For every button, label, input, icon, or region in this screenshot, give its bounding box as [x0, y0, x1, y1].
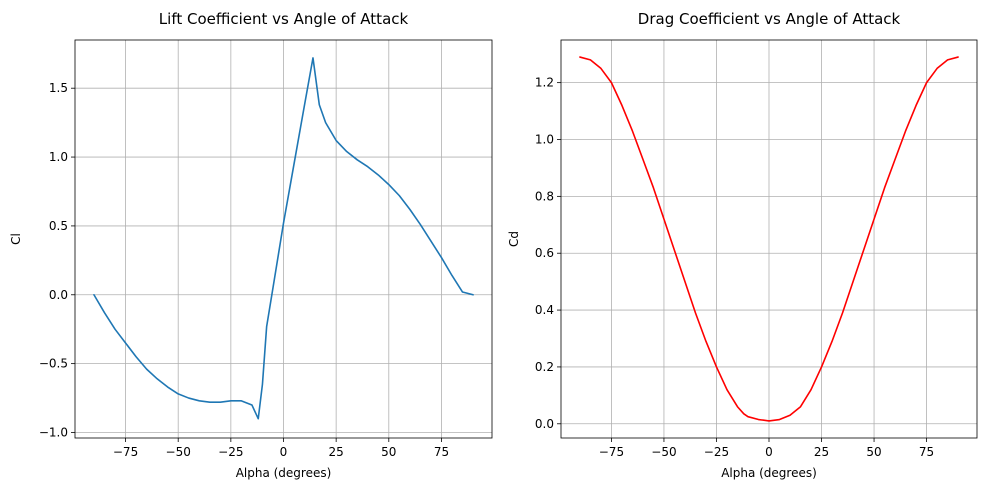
lift-chart-title: Lift Coefficient vs Angle of Attack — [159, 10, 409, 28]
lift-x-axis-label: Alpha (degrees) — [236, 466, 332, 480]
drag-chart: Drag Coefficient vs Angle of Attack −75−… — [507, 10, 978, 480]
drag-y-tick-label: 0.8 — [535, 189, 554, 203]
drag-series — [579, 56, 959, 422]
lift-y-ticks: −1.0 −0.5 0.0 0.5 1.0 1.5 — [39, 81, 75, 439]
drag-y-tick-label: 0.0 — [535, 417, 554, 431]
lift-x-tick-label: −50 — [166, 445, 191, 459]
drag-y-tick-label: 1.0 — [535, 133, 554, 147]
drag-x-tick-label: 0 — [765, 445, 773, 459]
lift-y-axis-label: Cl — [9, 233, 23, 245]
lift-x-tick-label: −75 — [113, 445, 138, 459]
lift-gridlines — [75, 40, 492, 438]
drag-x-tick-label: −25 — [704, 445, 729, 459]
drag-x-axis-label: Alpha (degrees) — [721, 466, 817, 480]
drag-x-tick-label: 75 — [919, 445, 934, 459]
drag-y-tick-label: 0.2 — [535, 360, 554, 374]
drag-chart-title: Drag Coefficient vs Angle of Attack — [638, 10, 901, 28]
drag-y-tick-label: 0.6 — [535, 246, 554, 260]
lift-x-tick-label: −25 — [218, 445, 243, 459]
lift-y-tick-label: 0.5 — [49, 219, 68, 233]
lift-x-tick-label: 75 — [434, 445, 449, 459]
lift-series-line — [93, 57, 474, 420]
lift-y-tick-label: −0.5 — [39, 357, 68, 371]
lift-y-tick-label: 1.5 — [49, 81, 68, 95]
lift-y-tick-label: −1.0 — [39, 425, 68, 439]
drag-x-tick-label: −50 — [651, 445, 676, 459]
lift-x-ticks: −75 −50 −25 0 25 50 75 — [113, 438, 449, 459]
lift-y-tick-label: 1.0 — [49, 150, 68, 164]
lift-y-tick-label: 0.0 — [49, 288, 68, 302]
drag-x-tick-label: 50 — [866, 445, 881, 459]
drag-x-ticks: −75 −50 −25 0 25 50 75 — [599, 438, 934, 459]
drag-x-tick-label: 25 — [814, 445, 829, 459]
drag-gridlines — [561, 40, 977, 438]
lift-series — [93, 57, 474, 420]
drag-x-tick-label: −75 — [599, 445, 624, 459]
lift-x-tick-label: 25 — [329, 445, 344, 459]
lift-x-tick-label: 50 — [381, 445, 396, 459]
drag-y-tick-label: 0.4 — [535, 303, 554, 317]
lift-x-tick-label: 0 — [280, 445, 288, 459]
drag-y-axis-label: Cd — [507, 231, 521, 247]
drag-series-line — [579, 56, 959, 422]
drag-y-tick-label: 1.2 — [535, 76, 554, 90]
lift-chart: Lift Coefficient vs Angle of Attack −75−… — [9, 10, 493, 480]
drag-y-ticks: 0.0 0.2 0.4 0.6 0.8 1.0 1.2 — [535, 76, 561, 431]
